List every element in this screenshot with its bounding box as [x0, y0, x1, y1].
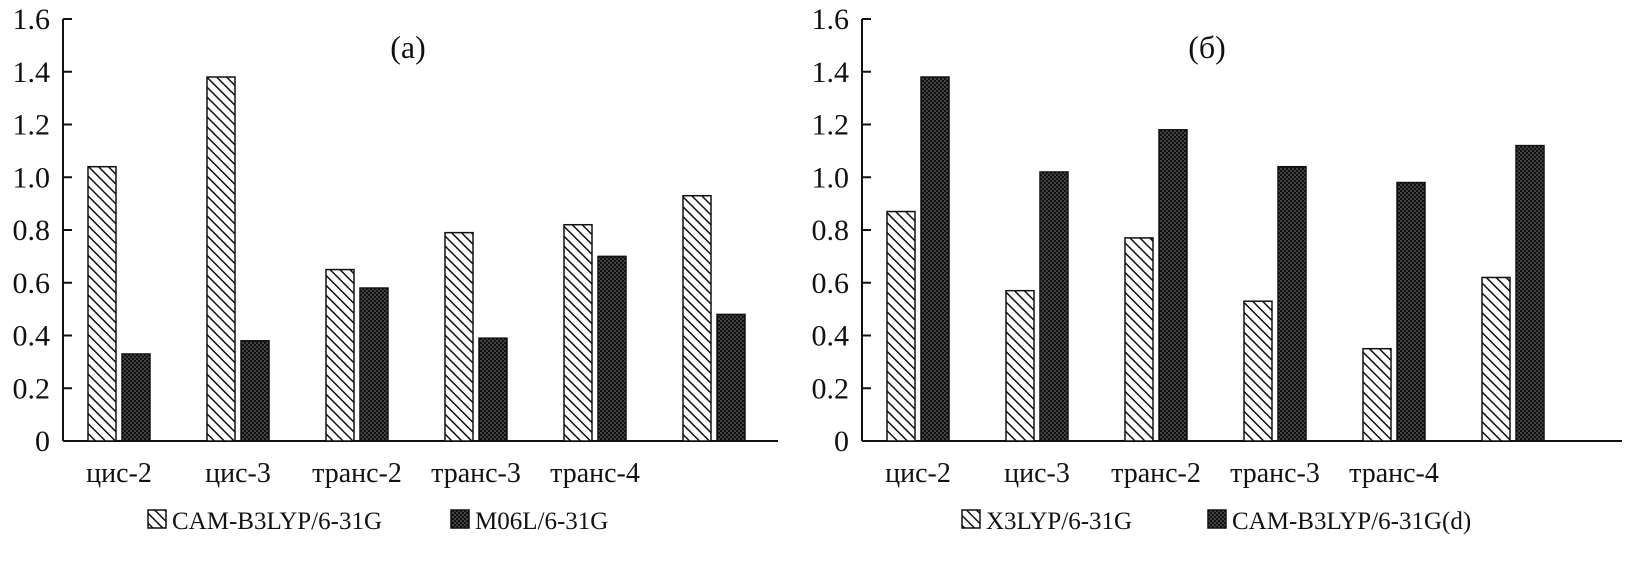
bar-series-1 — [325, 268, 355, 442]
bar-series-1 — [87, 165, 117, 442]
legend-label: CAM-B3LYP/6-31G(d) — [1232, 508, 1471, 535]
x-category-label: транс-3 — [1230, 458, 1320, 489]
bar-series-2 — [1396, 181, 1426, 442]
bar-series-2 — [920, 76, 950, 442]
x-category-label: транс-4 — [1349, 458, 1439, 489]
panel-label: (а) — [390, 29, 426, 65]
x-category-label: транс-2 — [1111, 458, 1201, 489]
legend-label: M06L/6-31G — [475, 508, 608, 535]
y-tick-label: 1.4 — [812, 56, 850, 89]
legend-swatch — [1207, 509, 1227, 529]
y-tick-label: 1.6 — [812, 3, 850, 36]
bar-series-1 — [206, 76, 236, 442]
bar-series-2 — [716, 313, 746, 442]
y-tick-label: 0.2 — [812, 372, 850, 405]
y-tick-label: 0.4 — [13, 320, 51, 353]
bar-series-2 — [121, 353, 151, 442]
chart-panel-b: 0 0.2 0.4 0.6 0.8 1.0 1.2 1.4 1.6 (б) цис-2 цис-3 тр… — [812, 3, 1622, 535]
bar-series-1 — [1124, 237, 1154, 442]
y-tick-label: 1.6 — [13, 3, 51, 36]
legend-swatch — [147, 509, 167, 529]
y-tick-label: 1.2 — [13, 109, 51, 142]
legend-label: CAM-B3LYP/6-31G — [172, 508, 382, 535]
bar-series-2 — [597, 255, 627, 442]
x-category-label: транс-4 — [550, 458, 640, 489]
bar-series-1 — [886, 210, 916, 442]
legend-label: X3LYP/6-31G — [986, 508, 1132, 535]
legend-swatch — [961, 509, 981, 529]
y-tick-label: 1.2 — [812, 109, 850, 142]
panel-label: (б) — [1188, 29, 1226, 65]
bar-series-1 — [1243, 300, 1273, 442]
x-category-label: цис-3 — [1004, 458, 1070, 489]
legend-swatch — [450, 509, 470, 529]
y-tick-label: 0.6 — [13, 267, 51, 300]
x-category-label: транс-3 — [431, 458, 521, 489]
y-tick-label: 1.4 — [13, 56, 51, 89]
bar-series-2 — [1158, 129, 1188, 442]
bar-series-2 — [359, 287, 389, 442]
bar-series-1 — [1005, 289, 1035, 442]
y-tick-label: 1.0 — [812, 161, 850, 194]
y-tick-label: 0.8 — [13, 214, 51, 247]
bar-series-1 — [1362, 347, 1392, 442]
y-tick-label: 0.4 — [812, 320, 850, 353]
bar-series-2 — [1515, 144, 1545, 442]
bar-series-1 — [682, 194, 712, 442]
y-tick-label: 0.8 — [812, 214, 850, 247]
y-tick-label: 0.6 — [812, 267, 850, 300]
y-tick-label: 1.0 — [13, 161, 51, 194]
bar-series-1 — [1481, 276, 1511, 442]
bar-series-2 — [1039, 171, 1069, 442]
y-tick-label: 0.2 — [13, 372, 51, 405]
bar-series-2 — [1277, 165, 1307, 442]
x-category-label: цис-2 — [885, 458, 951, 489]
chart-panel-a: 0 0.2 0.4 0.6 0.8 1.0 1.2 1.4 1.6 (а) цис-2 цис-3 тр… — [13, 3, 778, 535]
bar-series-1 — [563, 223, 593, 442]
y-tick-label: 0 — [35, 425, 50, 458]
x-category-label: транс-2 — [312, 458, 402, 489]
y-tick-label: 0 — [834, 425, 849, 458]
bar-series-1 — [444, 231, 474, 442]
x-category-label: цис-3 — [205, 458, 271, 489]
bar-series-2 — [478, 337, 508, 442]
bar-series-2 — [240, 340, 270, 442]
x-category-label: цис-2 — [86, 458, 152, 489]
